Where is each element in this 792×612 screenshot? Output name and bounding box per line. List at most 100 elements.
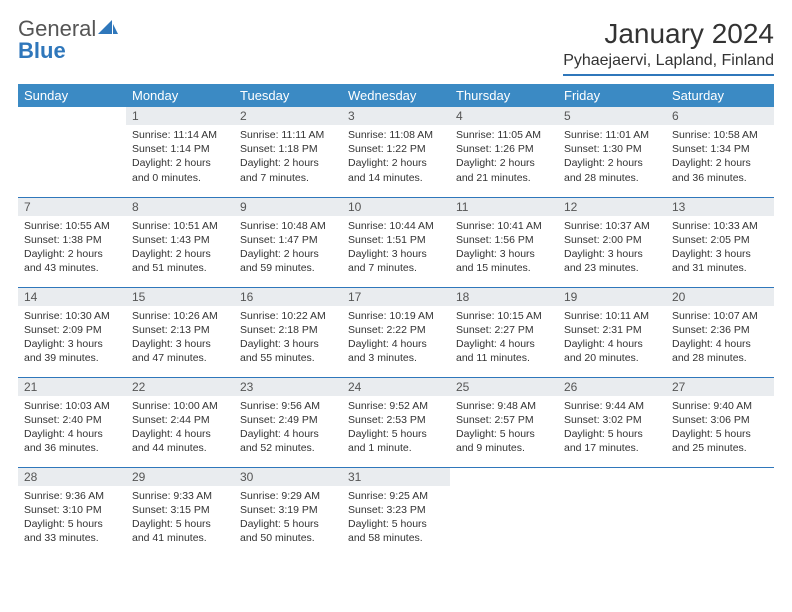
day-cell: .. <box>450 467 558 557</box>
daylight-text: and 43 minutes. <box>24 261 120 275</box>
sunrise-text: Sunrise: 10:22 AM <box>240 309 336 323</box>
daylight-text: and 25 minutes. <box>672 441 768 455</box>
daylight-text: and 7 minutes. <box>348 261 444 275</box>
daylight-text: and 21 minutes. <box>456 171 552 185</box>
logo-sail-icon <box>98 18 118 40</box>
day-cell: 24Sunrise: 9:52 AMSunset: 2:53 PMDayligh… <box>342 377 450 467</box>
day-details: Sunrise: 10:30 AMSunset: 2:09 PMDaylight… <box>18 306 126 372</box>
day-cell: 5Sunrise: 11:01 AMSunset: 1:30 PMDayligh… <box>558 107 666 197</box>
day-number: 30 <box>234 468 342 486</box>
day-details: Sunrise: 10:51 AMSunset: 1:43 PMDaylight… <box>126 216 234 282</box>
daylight-text: Daylight: 2 hours <box>672 156 768 170</box>
day-number: 24 <box>342 378 450 396</box>
daylight-text: Daylight: 4 hours <box>564 337 660 351</box>
daylight-text: and 15 minutes. <box>456 261 552 275</box>
daylight-text: and 39 minutes. <box>24 351 120 365</box>
day-number: 26 <box>558 378 666 396</box>
sunset-text: Sunset: 2:13 PM <box>132 323 228 337</box>
day-details: Sunrise: 9:29 AMSunset: 3:19 PMDaylight:… <box>234 486 342 552</box>
sunset-text: Sunset: 1:18 PM <box>240 142 336 156</box>
day-number: 22 <box>126 378 234 396</box>
day-details: Sunrise: 10:07 AMSunset: 2:36 PMDaylight… <box>666 306 774 372</box>
daylight-text: Daylight: 2 hours <box>132 247 228 261</box>
day-number: 19 <box>558 288 666 306</box>
daylight-text: and 7 minutes. <box>240 171 336 185</box>
sunset-text: Sunset: 2:53 PM <box>348 413 444 427</box>
sunrise-text: Sunrise: 10:30 AM <box>24 309 120 323</box>
day-cell: 11Sunrise: 10:41 AMSunset: 1:56 PMDaylig… <box>450 197 558 287</box>
day-details: Sunrise: 10:15 AMSunset: 2:27 PMDaylight… <box>450 306 558 372</box>
sunset-text: Sunset: 2:05 PM <box>672 233 768 247</box>
daylight-text: and 47 minutes. <box>132 351 228 365</box>
daylight-text: Daylight: 3 hours <box>24 337 120 351</box>
sunset-text: Sunset: 1:47 PM <box>240 233 336 247</box>
day-number: 9 <box>234 198 342 216</box>
day-cell: 7Sunrise: 10:55 AMSunset: 1:38 PMDayligh… <box>18 197 126 287</box>
week-row: ..1Sunrise: 11:14 AMSunset: 1:14 PMDayli… <box>18 107 774 197</box>
day-details: Sunrise: 11:11 AMSunset: 1:18 PMDaylight… <box>234 125 342 191</box>
sunrise-text: Sunrise: 10:44 AM <box>348 219 444 233</box>
day-of-week-row: Sunday Monday Tuesday Wednesday Thursday… <box>18 84 774 107</box>
dow-header: Thursday <box>450 84 558 107</box>
day-cell: 16Sunrise: 10:22 AMSunset: 2:18 PMDaylig… <box>234 287 342 377</box>
daylight-text: Daylight: 5 hours <box>24 517 120 531</box>
week-row: 14Sunrise: 10:30 AMSunset: 2:09 PMDaylig… <box>18 287 774 377</box>
sunset-text: Sunset: 2:36 PM <box>672 323 768 337</box>
sunrise-text: Sunrise: 9:52 AM <box>348 399 444 413</box>
dow-header: Sunday <box>18 84 126 107</box>
daylight-text: and 51 minutes. <box>132 261 228 275</box>
sunrise-text: Sunrise: 10:48 AM <box>240 219 336 233</box>
sunrise-text: Sunrise: 10:33 AM <box>672 219 768 233</box>
daylight-text: and 33 minutes. <box>24 531 120 545</box>
sunrise-text: Sunrise: 9:36 AM <box>24 489 120 503</box>
day-details: Sunrise: 9:33 AMSunset: 3:15 PMDaylight:… <box>126 486 234 552</box>
day-cell: 22Sunrise: 10:00 AMSunset: 2:44 PMDaylig… <box>126 377 234 467</box>
daylight-text: and 17 minutes. <box>564 441 660 455</box>
sunrise-text: Sunrise: 10:00 AM <box>132 399 228 413</box>
daylight-text: Daylight: 2 hours <box>456 156 552 170</box>
day-cell: 2Sunrise: 11:11 AMSunset: 1:18 PMDayligh… <box>234 107 342 197</box>
sunrise-text: Sunrise: 9:33 AM <box>132 489 228 503</box>
sunrise-text: Sunrise: 9:25 AM <box>348 489 444 503</box>
daylight-text: Daylight: 3 hours <box>672 247 768 261</box>
day-cell: 10Sunrise: 10:44 AMSunset: 1:51 PMDaylig… <box>342 197 450 287</box>
day-cell: 30Sunrise: 9:29 AMSunset: 3:19 PMDayligh… <box>234 467 342 557</box>
sunset-text: Sunset: 2:49 PM <box>240 413 336 427</box>
day-cell: 28Sunrise: 9:36 AMSunset: 3:10 PMDayligh… <box>18 467 126 557</box>
brand-text: General Blue <box>18 18 118 62</box>
sunset-text: Sunset: 3:15 PM <box>132 503 228 517</box>
sunset-text: Sunset: 1:14 PM <box>132 142 228 156</box>
daylight-text: Daylight: 4 hours <box>456 337 552 351</box>
sunset-text: Sunset: 1:34 PM <box>672 142 768 156</box>
day-number: 10 <box>342 198 450 216</box>
day-details: Sunrise: 9:56 AMSunset: 2:49 PMDaylight:… <box>234 396 342 462</box>
day-number: 23 <box>234 378 342 396</box>
sunset-text: Sunset: 1:56 PM <box>456 233 552 247</box>
daylight-text: Daylight: 5 hours <box>132 517 228 531</box>
daylight-text: and 28 minutes. <box>672 351 768 365</box>
day-details: Sunrise: 10:48 AMSunset: 1:47 PMDaylight… <box>234 216 342 282</box>
dow-header: Tuesday <box>234 84 342 107</box>
sunrise-text: Sunrise: 11:05 AM <box>456 128 552 142</box>
day-number: 29 <box>126 468 234 486</box>
day-cell: 14Sunrise: 10:30 AMSunset: 2:09 PMDaylig… <box>18 287 126 377</box>
sunrise-text: Sunrise: 9:48 AM <box>456 399 552 413</box>
day-details: Sunrise: 9:40 AMSunset: 3:06 PMDaylight:… <box>666 396 774 462</box>
day-cell: 1Sunrise: 11:14 AMSunset: 1:14 PMDayligh… <box>126 107 234 197</box>
sunset-text: Sunset: 1:26 PM <box>456 142 552 156</box>
daylight-text: Daylight: 2 hours <box>24 247 120 261</box>
daylight-text: and 36 minutes. <box>672 171 768 185</box>
daylight-text: Daylight: 3 hours <box>240 337 336 351</box>
day-cell: 20Sunrise: 10:07 AMSunset: 2:36 PMDaylig… <box>666 287 774 377</box>
daylight-text: Daylight: 2 hours <box>240 156 336 170</box>
daylight-text: and 44 minutes. <box>132 441 228 455</box>
day-details: Sunrise: 9:25 AMSunset: 3:23 PMDaylight:… <box>342 486 450 552</box>
daylight-text: Daylight: 2 hours <box>132 156 228 170</box>
title-block: January 2024 Pyhaejaervi, Lapland, Finla… <box>563 18 774 76</box>
day-cell: 13Sunrise: 10:33 AMSunset: 2:05 PMDaylig… <box>666 197 774 287</box>
sunset-text: Sunset: 2:57 PM <box>456 413 552 427</box>
day-cell: 6Sunrise: 10:58 AMSunset: 1:34 PMDayligh… <box>666 107 774 197</box>
day-details: Sunrise: 9:44 AMSunset: 3:02 PMDaylight:… <box>558 396 666 462</box>
daylight-text: Daylight: 2 hours <box>564 156 660 170</box>
day-number: 25 <box>450 378 558 396</box>
